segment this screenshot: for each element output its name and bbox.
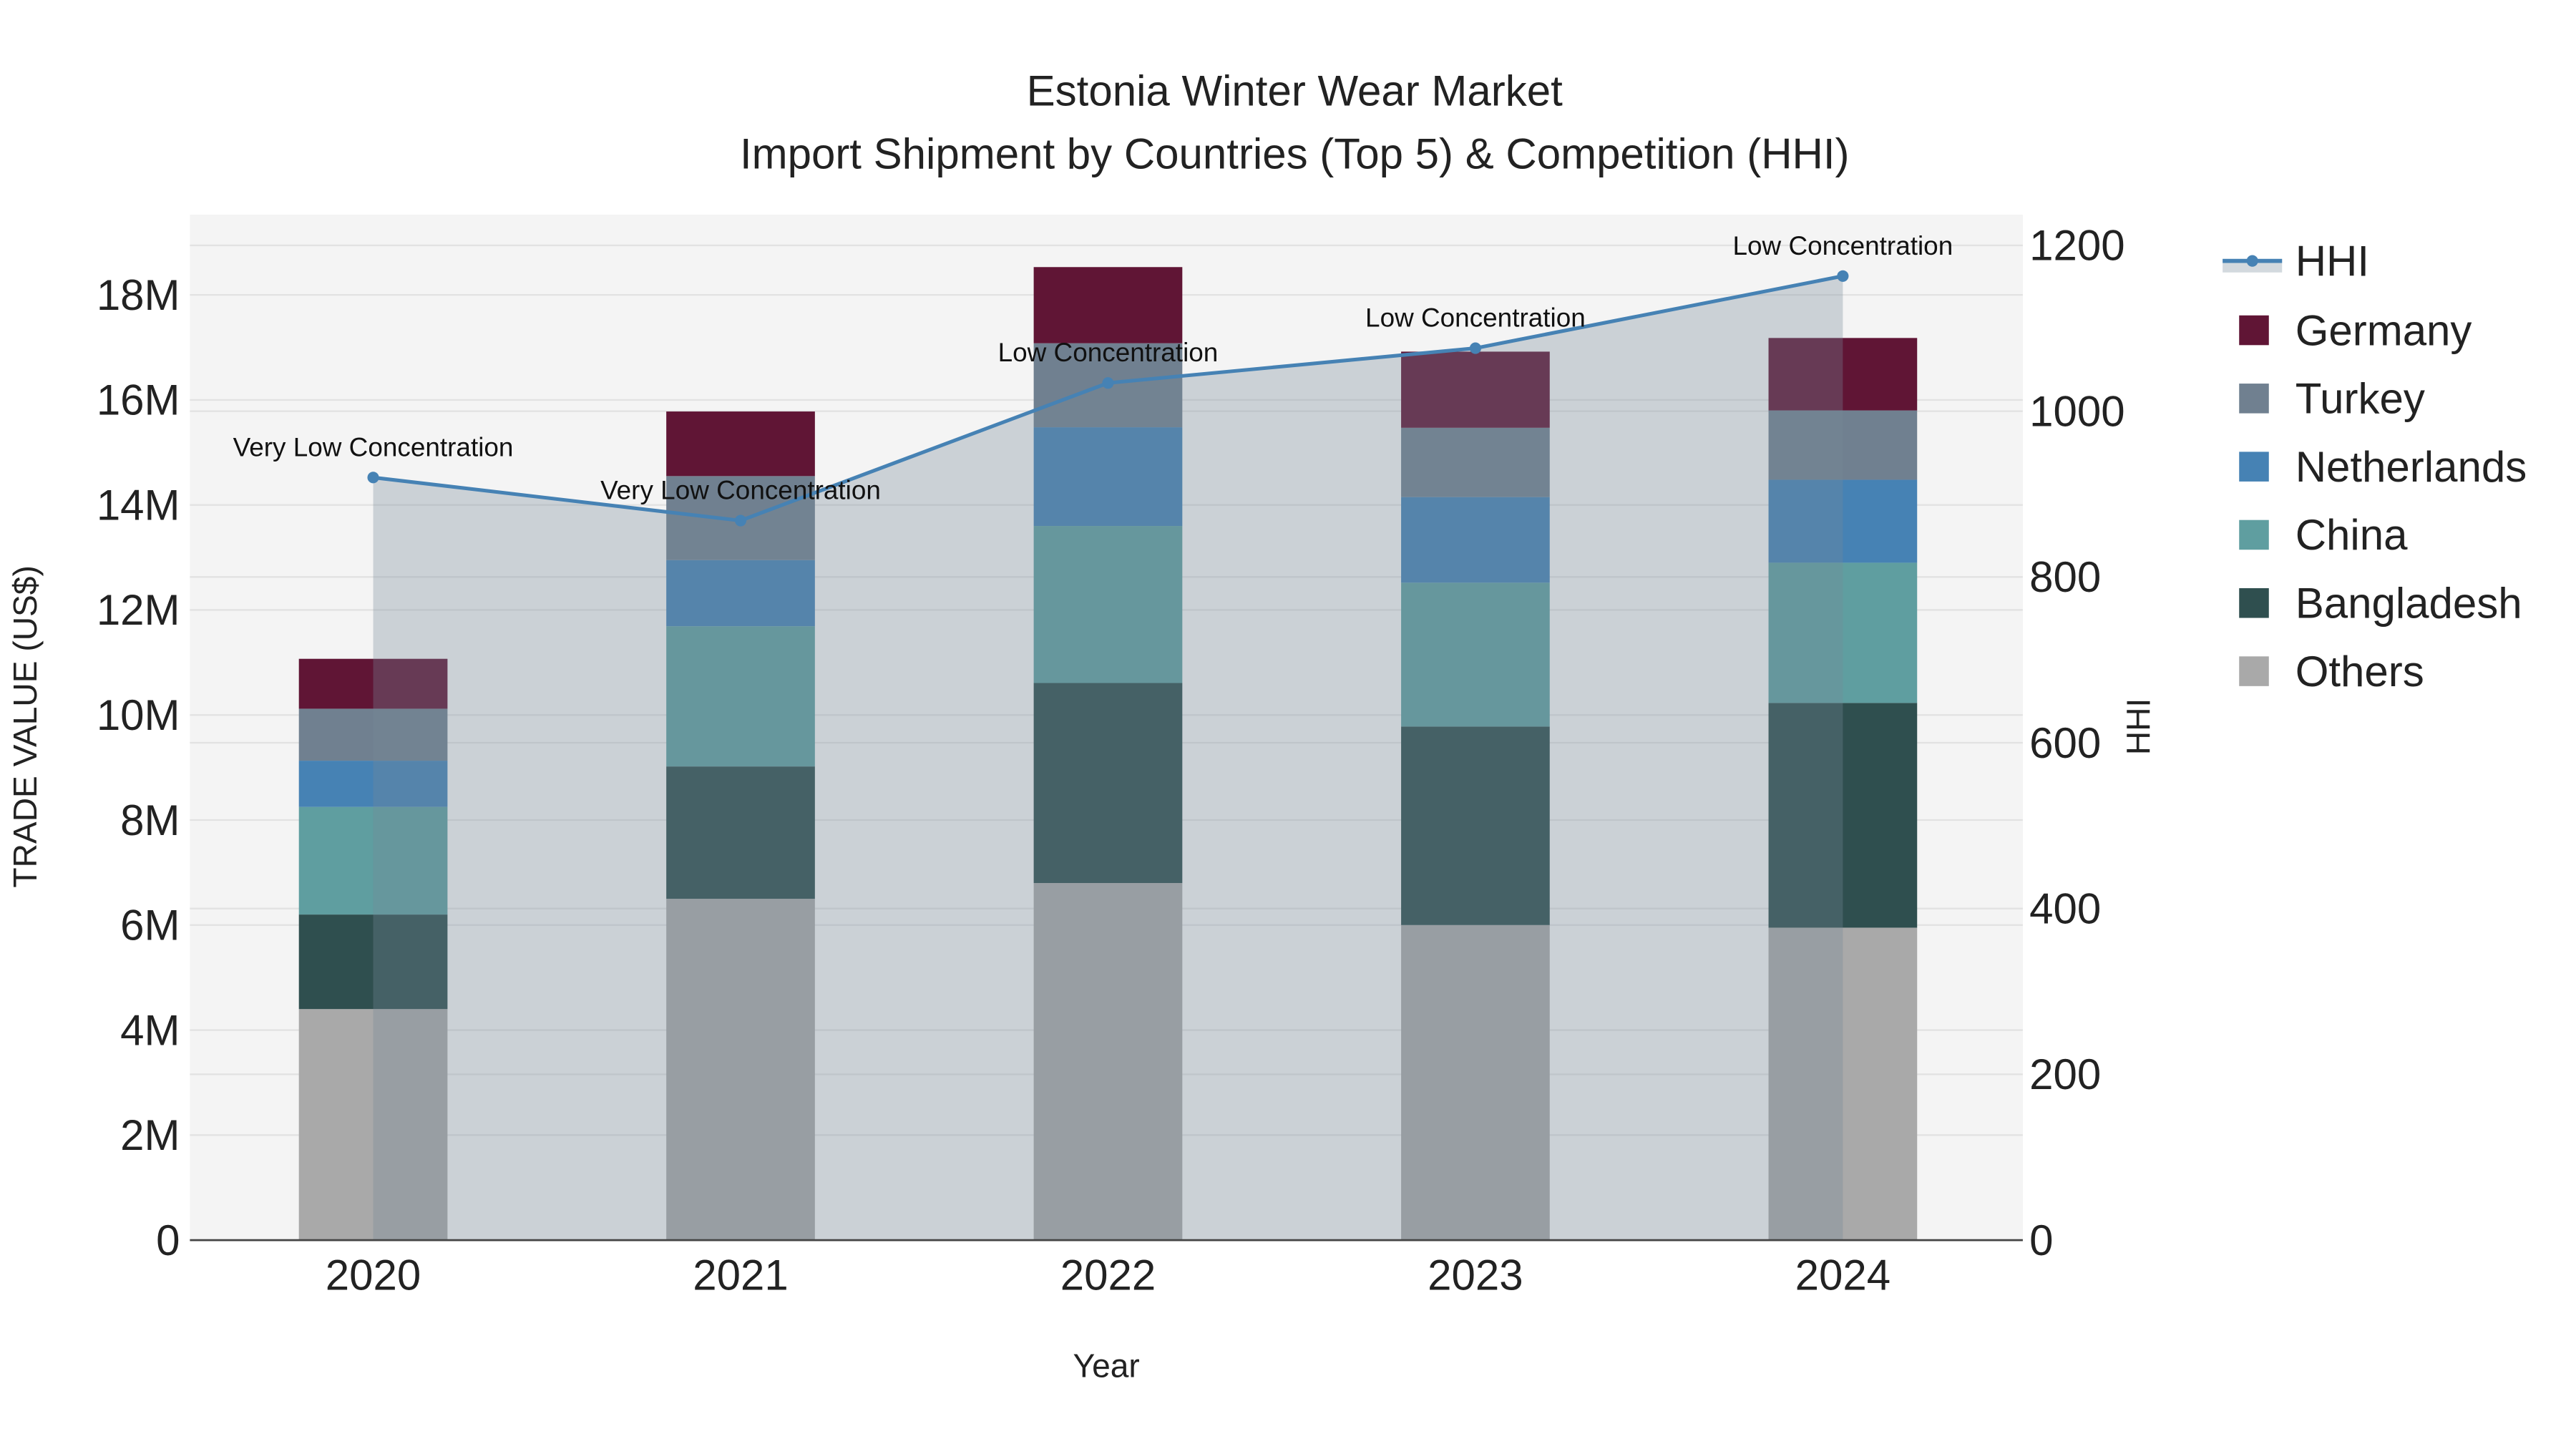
y-tick-label: 2M bbox=[120, 1111, 180, 1159]
bar-bangladesh-2023 bbox=[1401, 726, 1550, 925]
legend-label-china: China bbox=[2296, 511, 2408, 559]
legend-label-bangladesh: Bangladesh bbox=[2296, 580, 2522, 628]
bar-china-2024 bbox=[1768, 562, 1918, 703]
bar-netherlands-2020 bbox=[298, 761, 448, 807]
y2-axis-title: HHI bbox=[2120, 698, 2157, 755]
bar-china-2023 bbox=[1401, 582, 1550, 727]
hhi-annotation: Low Concentration bbox=[1733, 231, 1953, 260]
x-tick-label: 2021 bbox=[693, 1251, 788, 1299]
bar-turkey-2024 bbox=[1768, 410, 1918, 480]
y-tick-label: 14M bbox=[97, 481, 180, 529]
y-tick-label: 18M bbox=[97, 271, 180, 319]
y-tick-label: 16M bbox=[97, 376, 180, 424]
y2-tick-label: 800 bbox=[2029, 553, 2101, 601]
x-axis-title: Year bbox=[1073, 1347, 1140, 1385]
bar-others-2024 bbox=[1768, 927, 1918, 1241]
y2-tick-label: 600 bbox=[2029, 719, 2101, 767]
bar-turkey-2023 bbox=[1401, 427, 1550, 497]
legend-swatch-germany bbox=[2239, 315, 2269, 346]
hhi-point bbox=[367, 472, 379, 484]
chart-subtitle: Import Shipment by Countries (Top 5) & C… bbox=[740, 130, 1850, 177]
bar-others-2020 bbox=[298, 1009, 448, 1241]
y-axis-title: TRADE VALUE (US$) bbox=[6, 565, 44, 887]
legend-swatch-netherlands bbox=[2239, 452, 2269, 482]
bar-germany-2022 bbox=[1033, 267, 1183, 343]
y2-tick-label: 400 bbox=[2029, 884, 2101, 932]
bar-netherlands-2022 bbox=[1033, 427, 1183, 527]
bar-others-2023 bbox=[1401, 924, 1550, 1241]
hhi-point bbox=[734, 514, 747, 527]
bar-bangladesh-2024 bbox=[1768, 703, 1918, 928]
hhi-point bbox=[1102, 377, 1114, 389]
bar-turkey-2020 bbox=[298, 708, 448, 761]
hhi-annotation: Very Low Concentration bbox=[233, 432, 514, 462]
bar-germany-2023 bbox=[1401, 351, 1550, 428]
legend-label-others: Others bbox=[2296, 648, 2424, 696]
y2-tick-label: 1200 bbox=[2029, 222, 2124, 270]
bar-others-2022 bbox=[1033, 883, 1183, 1241]
y-tick-label: 12M bbox=[97, 586, 180, 634]
bar-china-2021 bbox=[666, 626, 815, 767]
hhi-annotation: Very Low Concentration bbox=[600, 476, 881, 505]
hhi-series: Very Low Concentration Very Low Concentra… bbox=[233, 231, 1953, 1241]
bar-china-2022 bbox=[1033, 526, 1183, 683]
bar-netherlands-2021 bbox=[666, 560, 815, 627]
y-tick-label: 6M bbox=[120, 902, 180, 950]
legend-label-netherlands: Netherlands bbox=[2296, 443, 2527, 491]
hhi-annotation: Low Concentration bbox=[998, 338, 1219, 367]
legend-label-germany: Germany bbox=[2296, 306, 2472, 354]
hhi-point bbox=[1837, 270, 1849, 282]
bar-germany-2021 bbox=[666, 411, 815, 477]
bar-bangladesh-2022 bbox=[1033, 683, 1183, 884]
x-tick-label: 2024 bbox=[1795, 1251, 1890, 1299]
y-tick-label: 10M bbox=[97, 691, 180, 739]
legend-swatch-others bbox=[2239, 656, 2269, 686]
bars bbox=[298, 267, 1918, 1241]
hhi-area bbox=[373, 275, 1843, 1241]
legend-label-hhi: HHI bbox=[2296, 237, 2369, 285]
y2-tick-label: 200 bbox=[2029, 1050, 2101, 1098]
hhi-annotation: Low Concentration bbox=[1365, 303, 1586, 333]
x-tick-label: 2023 bbox=[1428, 1251, 1523, 1299]
y-tick-label: 0 bbox=[156, 1216, 180, 1264]
legend-swatch-hhi-marker bbox=[2246, 255, 2258, 267]
x-tick-label: 2022 bbox=[1060, 1251, 1156, 1299]
bar-germany-2024 bbox=[1768, 338, 1918, 411]
bar-others-2021 bbox=[666, 899, 815, 1241]
legend-swatch-bangladesh bbox=[2239, 588, 2269, 618]
y2-tick-label: 1000 bbox=[2029, 387, 2124, 435]
bar-bangladesh-2021 bbox=[666, 766, 815, 899]
y-tick-label: 8M bbox=[120, 796, 180, 844]
hhi-point bbox=[1469, 342, 1481, 354]
bar-china-2020 bbox=[298, 806, 448, 915]
x-tick-label: 2020 bbox=[326, 1251, 421, 1299]
bar-germany-2020 bbox=[298, 658, 448, 709]
axes: 0 2M 4M 6M 8M 10M 12M 14M 16M 18M 0 200 400 600 800 100… bbox=[97, 222, 2125, 1299]
chart-title: Estonia Winter Wear Market bbox=[1027, 67, 1563, 115]
y-tick-label: 4M bbox=[120, 1006, 180, 1054]
legend-label-turkey: Turkey bbox=[2296, 375, 2425, 423]
legend-swatch-turkey bbox=[2239, 384, 2269, 414]
legend: HHI Germany Turkey Netherlands China Banglade… bbox=[2223, 237, 2527, 696]
bar-netherlands-2023 bbox=[1401, 497, 1550, 583]
y2-tick-label: 0 bbox=[2029, 1216, 2053, 1264]
bar-bangladesh-2020 bbox=[298, 914, 448, 1010]
legend-swatch-china bbox=[2239, 519, 2269, 550]
bar-netherlands-2024 bbox=[1768, 479, 1918, 563]
